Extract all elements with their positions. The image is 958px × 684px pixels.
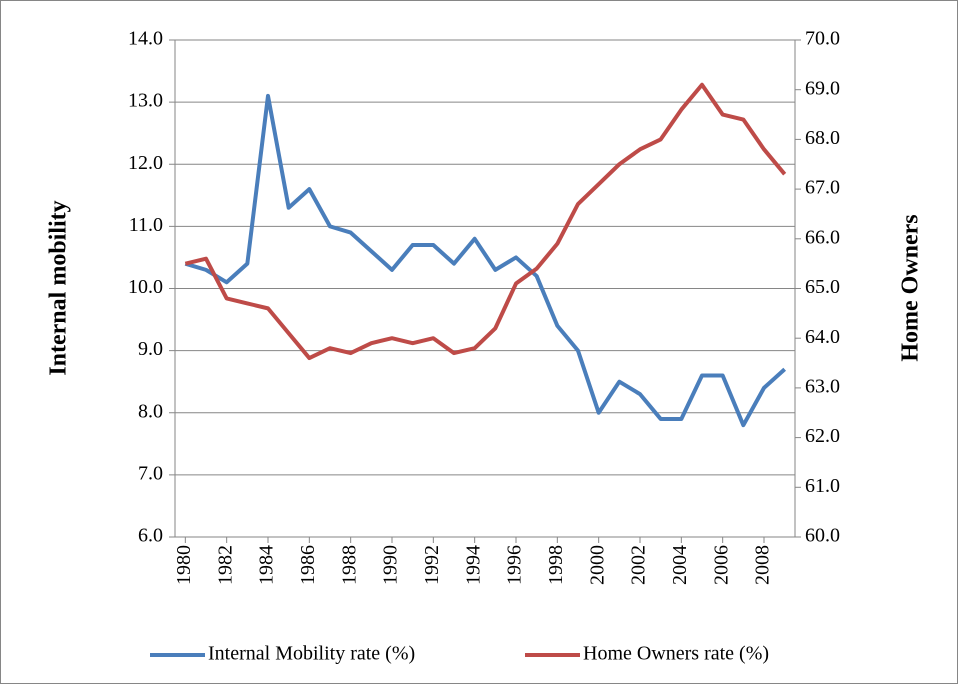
x-tick-label: 2002 — [628, 545, 650, 585]
x-tick-label: 1992 — [421, 545, 443, 585]
y2-tick-label: 70.0 — [805, 28, 840, 50]
x-tick-label: 1986 — [297, 545, 319, 585]
y2-tick-label: 61.0 — [805, 475, 840, 497]
x-tick-label: 2006 — [710, 545, 732, 585]
y-tick-label: 10.0 — [128, 276, 163, 298]
y-tick-label: 13.0 — [128, 90, 163, 112]
y-tick-label: 14.0 — [128, 28, 163, 50]
x-tick-label: 1990 — [380, 545, 402, 585]
series-line — [184, 93, 787, 428]
x-tick-label: 1982 — [214, 545, 236, 585]
y2-tick-label: 60.0 — [805, 525, 840, 547]
y-tick-label: 8.0 — [138, 400, 163, 422]
y2-tick-label: 68.0 — [805, 127, 840, 149]
y-tick-label: 9.0 — [138, 338, 163, 360]
y-tick-label: 11.0 — [129, 214, 163, 236]
x-tick-label: 2000 — [586, 545, 608, 585]
y-tick-label: 12.0 — [128, 152, 163, 174]
series-line — [184, 82, 787, 361]
x-tick-label: 1980 — [173, 545, 195, 585]
y-tick-label: 6.0 — [138, 525, 163, 547]
y2-tick-label: 69.0 — [805, 77, 840, 99]
legend-label: Internal Mobility rate (%) — [208, 643, 415, 665]
y2-tick-label: 66.0 — [805, 226, 840, 248]
y-tick-label: 7.0 — [138, 462, 163, 484]
y2-tick-label: 64.0 — [805, 326, 840, 348]
y2-tick-label: 65.0 — [805, 276, 840, 298]
x-tick-label: 1998 — [545, 545, 567, 585]
y2-tick-label: 63.0 — [805, 375, 840, 397]
y2-tick-label: 67.0 — [805, 177, 840, 199]
x-tick-label: 1996 — [504, 545, 526, 585]
y-axis-title: Internal mobility — [46, 200, 72, 375]
x-tick-label: 2004 — [669, 545, 691, 585]
x-tick-label: 1988 — [338, 545, 360, 585]
x-tick-label: 1984 — [256, 545, 278, 585]
x-tick-label: 2008 — [752, 545, 774, 585]
y2-axis-title: Home Owners — [898, 214, 924, 361]
legend-label: Home Owners rate (%) — [583, 643, 769, 665]
x-tick-label: 1994 — [462, 545, 484, 585]
y2-tick-label: 62.0 — [805, 425, 840, 447]
